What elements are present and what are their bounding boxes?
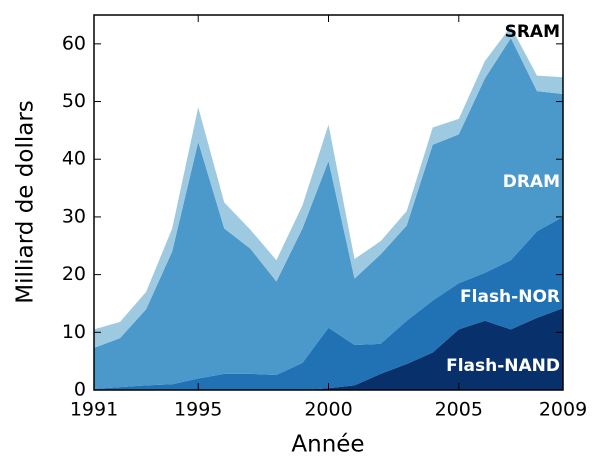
area xyxy=(94,216,563,390)
y-tick-label: 30 xyxy=(62,205,86,227)
y-tick-label: 50 xyxy=(62,90,86,112)
series-label: DRAM xyxy=(503,172,560,192)
area xyxy=(94,38,563,389)
x-tick-label: 1991 xyxy=(70,399,118,421)
area xyxy=(94,308,563,390)
y-tick-label: 0 xyxy=(74,379,86,401)
y-tick-label: 60 xyxy=(62,32,86,54)
y-tick-label: 20 xyxy=(62,263,86,285)
y-tick-label: 40 xyxy=(62,148,86,170)
y-tick-label: 10 xyxy=(62,321,86,343)
series-label: SRAM xyxy=(505,22,560,42)
series-label: Flash-NOR xyxy=(460,287,560,307)
plot-areas xyxy=(94,26,563,390)
x-tick-label: 2009 xyxy=(539,399,587,421)
x-axis-label: Année xyxy=(291,432,364,457)
x-tick-label: 2005 xyxy=(435,399,483,421)
y-axis-label: Milliard de dollars xyxy=(13,100,39,304)
x-tick-label: 2000 xyxy=(304,399,352,421)
series-label: Flash-NAND xyxy=(446,356,560,376)
x-tick-label: 1995 xyxy=(174,399,222,421)
